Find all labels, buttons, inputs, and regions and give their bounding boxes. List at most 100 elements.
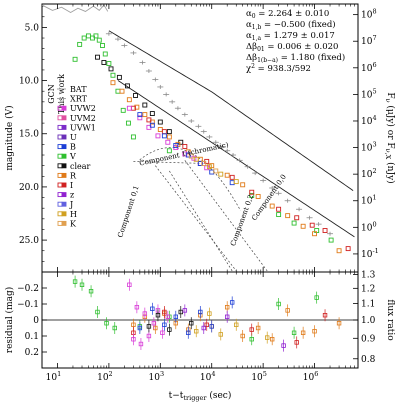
residual-point [95,309,100,315]
residual-point [112,325,117,331]
data-point [309,222,315,228]
right-tick-label: 108 [361,8,377,21]
data-point [276,206,282,212]
residual-point [249,336,254,342]
residual-series-b [137,296,235,339]
flux-ratio-tick-label: 1.0 [361,316,376,326]
data-point [193,156,199,162]
data-point [134,104,140,110]
legend-marker [57,201,63,207]
bat-curve [41,4,109,14]
data-point [345,246,351,252]
series-h [193,156,239,185]
legend-marker [57,144,63,150]
residual-point [153,325,158,331]
data-point [110,72,116,78]
data-point [72,56,78,62]
data-point [166,134,172,140]
legend-item: z [57,191,74,200]
data-point [100,43,105,48]
data-point [125,120,131,126]
residual-point [137,325,143,331]
x-tick-label: 106 [303,370,319,383]
legend-marker [61,220,67,226]
residual-point [224,314,230,319]
right-tick-label: 10-1 [361,247,379,260]
residual-point [209,324,214,329]
data-point [126,105,132,111]
residual-point [127,282,132,287]
x-tick-label: 105 [251,370,267,383]
residual-point [88,288,94,294]
legend-label: UVM2 [70,114,96,123]
residual-point [224,304,230,310]
y-tick-label: 5.0 [25,23,40,33]
legend-marker [61,182,67,188]
right-tick-label: 100 [361,220,377,233]
y-tick-label: 25.0 [19,236,39,246]
data-point [137,115,143,121]
data-point [157,127,163,132]
data-point [116,74,122,80]
residual-point [79,282,85,287]
data-point [81,35,87,41]
data-point [276,212,282,218]
residual-point [160,330,165,335]
residual-point [312,328,317,334]
data-point [336,248,342,254]
annotation-component-01: Component 0,1 [116,185,140,239]
optical-fit-line [117,80,355,238]
data-point [119,88,125,94]
right-tick-label: 101 [361,194,377,207]
residual-point [198,309,203,315]
data-point [233,179,239,185]
x-axis-title: t−ttrigger (sec) [169,390,232,402]
legend-marker [57,124,63,130]
legend-marker [61,144,67,150]
legend-label: J [69,200,73,209]
legend-marker [57,192,63,198]
residual-point [240,333,245,339]
residual-tick-label: 0.2 [25,348,39,358]
x-axis: 101 102 103 104 105 106 t−ttrigger (sec) [46,4,359,402]
data-point [291,220,297,226]
legend-item: J [57,200,73,209]
flux-ratio-tick-label: 0.8 [361,355,376,365]
legend-item: H [57,210,77,219]
data-point [133,93,139,98]
legend-marker [61,192,67,198]
data-point [204,165,210,171]
residual-point [276,301,281,307]
data-point [146,117,152,123]
legend-marker [61,172,67,178]
residual-point [229,300,235,305]
residual-point [131,336,136,342]
legend-item: XRT [57,95,88,104]
data-point [269,203,275,209]
stat-line: Δβ01 = 0.006 ± 0.020 [246,42,338,53]
stat-line: α1,b = −0.500 (fixed) [246,19,336,31]
x-tick-label: 103 [149,370,165,383]
residual-point [150,306,155,311]
legend-title-this-work: This work [57,74,66,114]
bottom-panel: −0.2 −0.1 0 0.1 0.2 residual (mag) 1.3 1.2 1.1 1.… [4,270,395,369]
residual-point [162,309,167,315]
data-point [161,129,167,135]
data-point [149,111,155,116]
legend-item: BAT [57,85,87,94]
component-1-curve [139,147,241,211]
data-point [125,83,130,89]
data-point [166,148,172,154]
legend-label: H [70,210,77,219]
data-point [201,161,207,166]
legend-label: U [70,133,77,142]
data-point [182,151,188,157]
data-point [142,112,148,118]
legend-label: UVW1 [70,123,96,132]
residual-point [204,322,209,327]
data-point [120,107,126,113]
legend-marker [61,134,67,140]
data-point [209,169,215,175]
data-point [108,66,114,72]
